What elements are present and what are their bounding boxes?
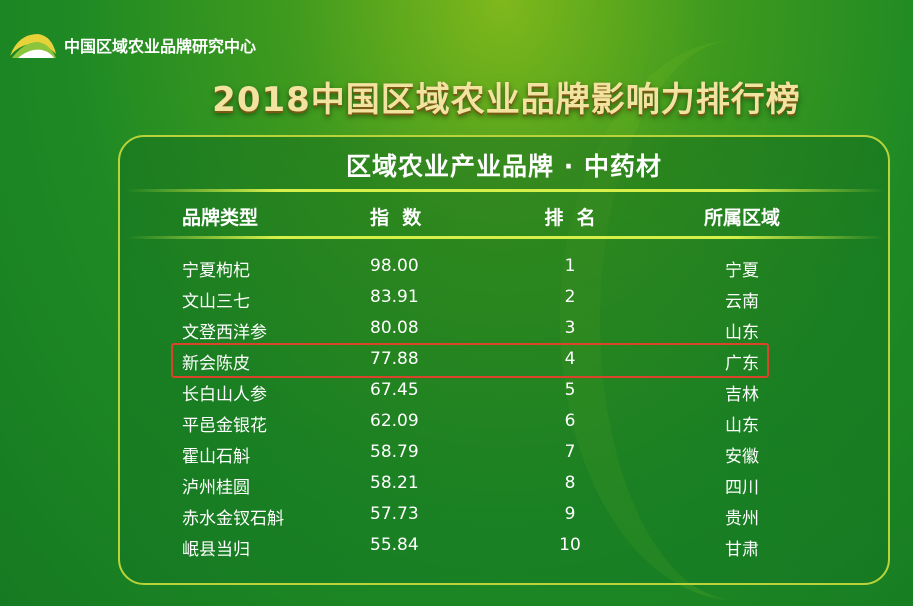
brand-name: 文山三七: [182, 292, 250, 312]
region-name: 广东: [725, 354, 759, 374]
brand-name: 新会陈皮: [182, 354, 250, 374]
divider: [125, 236, 885, 239]
table-row: 文山三七 83.91 2 云南: [0, 283, 913, 314]
brand-name: 霍山石斛: [182, 447, 250, 467]
brand-name: 泸州桂圆: [182, 478, 250, 498]
table-row: 长白山人参 67.45 5 吉林: [0, 376, 913, 407]
rank-value: 4: [564, 349, 576, 369]
page-title: 2018中国区域农业品牌影响力排行榜: [212, 80, 801, 120]
org-logo: 中国区域农业品牌研究中心: [8, 30, 256, 60]
index-value: 62.09: [370, 411, 419, 431]
region-name: 山东: [725, 323, 759, 343]
rank-value: 6: [564, 411, 576, 431]
brand-name: 宁夏枸杞: [182, 261, 250, 281]
header-index: 指 数: [370, 207, 422, 229]
highlight-box: [171, 343, 769, 378]
brand-name: 岷县当归: [182, 540, 250, 560]
index-value: 83.91: [370, 287, 419, 307]
rank-value: 7: [564, 442, 576, 462]
ranking-panel: [118, 135, 890, 585]
brand-name: 赤水金钗石斛: [182, 509, 284, 529]
region-name: 四川: [725, 478, 759, 498]
divider: [125, 189, 885, 192]
region-name: 云南: [725, 292, 759, 312]
index-value: 55.84: [370, 535, 419, 555]
brand-name: 文登西洋参: [182, 323, 267, 343]
region-name: 贵州: [725, 509, 759, 529]
table-row: 文登西洋参 80.08 3 山东: [0, 314, 913, 345]
region-name: 山东: [725, 416, 759, 436]
index-value: 98.00: [370, 256, 419, 276]
header-brand-type: 品牌类型: [182, 207, 259, 229]
table-row: 宁夏枸杞 98.00 1 宁夏: [0, 252, 913, 283]
table-row: 赤水金钗石斛 57.73 9 贵州: [0, 500, 913, 531]
header-rank: 排 名: [544, 207, 596, 229]
table-row: 泸州桂圆 58.21 8 四川: [0, 469, 913, 500]
panel-subtitle: 区域农业产业品牌 · 中药材: [346, 152, 662, 181]
rank-value: 2: [564, 287, 576, 307]
org-name: 中国区域农业品牌研究中心: [64, 37, 257, 56]
index-value: 58.21: [370, 473, 419, 493]
region-name: 宁夏: [725, 261, 759, 281]
region-name: 吉林: [725, 385, 759, 405]
hills-logo-icon: [10, 34, 56, 58]
index-value: 77.88: [370, 349, 419, 369]
rank-value: 9: [564, 504, 576, 524]
header-region: 所属区域: [703, 207, 780, 229]
index-value: 67.45: [370, 380, 419, 400]
table-row: 霍山石斛 58.79 7 安徽: [0, 438, 913, 469]
table-row: 新会陈皮 77.88 4 广东: [0, 345, 913, 376]
index-value: 57.73: [370, 504, 419, 524]
region-name: 安徽: [725, 447, 759, 467]
rank-value: 8: [564, 473, 576, 493]
table-row: 岷县当归 55.84 10 甘肃: [0, 531, 913, 562]
region-name: 甘肃: [725, 540, 759, 560]
rank-value: 3: [564, 318, 576, 338]
index-value: 58.79: [370, 442, 419, 462]
brand-name: 长白山人参: [182, 385, 267, 405]
rank-value: 5: [564, 380, 576, 400]
table-row: 平邑金银花 62.09 6 山东: [0, 407, 913, 438]
index-value: 80.08: [370, 318, 419, 338]
brand-name: 平邑金银花: [182, 416, 267, 436]
rank-value: 10: [559, 535, 581, 555]
rank-value: 1: [564, 256, 576, 276]
